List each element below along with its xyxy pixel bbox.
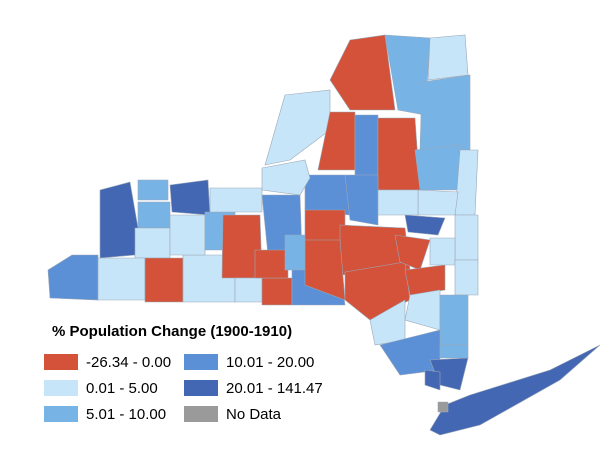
county	[414, 144, 463, 191]
county	[284, 234, 306, 271]
county	[404, 289, 441, 331]
county	[137, 179, 169, 201]
legend-label: No Data	[226, 406, 282, 423]
county	[454, 259, 479, 296]
county	[377, 189, 419, 216]
county	[97, 257, 146, 301]
county	[209, 187, 263, 213]
legend-label: 5.01 - 10.00	[86, 406, 166, 423]
counties	[47, 34, 601, 436]
county	[404, 214, 446, 236]
county	[439, 294, 469, 346]
county	[439, 344, 469, 359]
county	[99, 181, 139, 259]
legend-swatch	[44, 406, 78, 422]
county	[134, 227, 171, 259]
county	[404, 264, 446, 296]
county	[137, 201, 171, 229]
county	[437, 401, 449, 413]
county	[427, 34, 469, 81]
county	[304, 174, 351, 216]
county	[377, 117, 421, 191]
county	[417, 189, 459, 216]
legend-swatch	[44, 354, 78, 370]
legend-label: 0.01 - 5.00	[86, 380, 158, 397]
legend: -26.34 - 0.00 0.01 - 5.00 5.01 - 10.00 10.0…	[44, 354, 323, 423]
legend-swatch	[44, 380, 78, 396]
county	[254, 249, 289, 279]
county	[47, 254, 99, 301]
legend-swatch	[184, 354, 218, 370]
county	[344, 174, 379, 226]
county	[234, 277, 263, 303]
legend-label: -26.34 - 0.00	[86, 354, 171, 371]
county	[429, 344, 601, 436]
county	[169, 179, 211, 216]
county	[264, 89, 331, 166]
county	[424, 369, 441, 391]
county	[169, 214, 206, 256]
county	[419, 74, 471, 151]
legend-label: 10.01 - 20.00	[226, 354, 314, 371]
legend-swatch	[184, 406, 218, 422]
legend-swatch	[184, 380, 218, 396]
legend-title: % Population Change (1900-1910)	[52, 323, 292, 340]
county	[429, 237, 456, 266]
county	[261, 159, 311, 196]
county	[144, 257, 184, 303]
county	[454, 214, 479, 261]
county	[261, 277, 293, 306]
county	[329, 34, 396, 111]
legend-label: 20.01 - 141.47	[226, 380, 323, 397]
